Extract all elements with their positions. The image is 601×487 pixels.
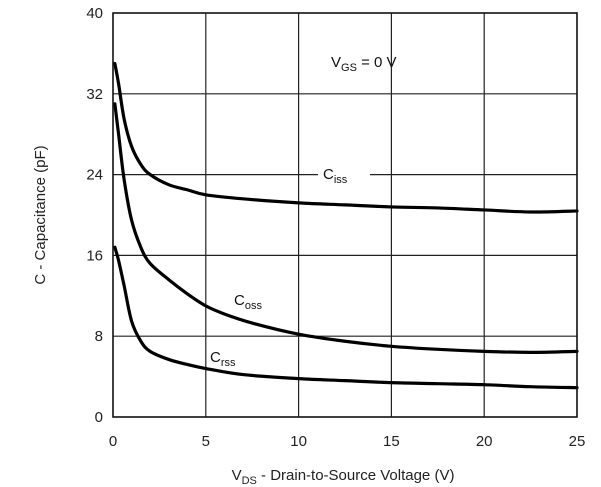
x-tick-label: 5 [202,433,210,450]
ciss-label: Ciss [323,166,348,186]
x-tick-label: 10 [290,433,307,450]
coss-label: Coss [234,292,262,312]
x-tick-label: 25 [569,433,586,450]
series-line-ciss [113,61,579,214]
series-line-crss [113,245,579,390]
y-tick-label: 32 [86,86,103,103]
y-tick-label: 0 [95,409,103,426]
x-tick-label: 15 [383,433,400,450]
plot-frame [112,12,578,418]
vgs-condition-label: VGS = 0 V [331,54,397,74]
y-tick-label: 24 [86,167,103,184]
y-tick-label: 16 [86,247,103,264]
tick-labels: 0 5 10 15 20 25 0 8 16 24 32 40 [86,5,585,450]
y-axis-title: C - Capacitance (pF) [32,145,49,284]
x-tick-label: 0 [109,433,117,450]
series-line-coss [113,102,579,354]
x-tick-label: 20 [476,433,493,450]
x-axis-title: VDS - Drain-to-Source Voltage (V) [232,467,455,487]
ciss-label-mask [318,160,370,186]
series-lines [113,61,579,390]
crss-label: Crss [210,349,236,369]
y-tick-label: 40 [86,5,103,22]
y-tick-label: 8 [95,328,103,345]
